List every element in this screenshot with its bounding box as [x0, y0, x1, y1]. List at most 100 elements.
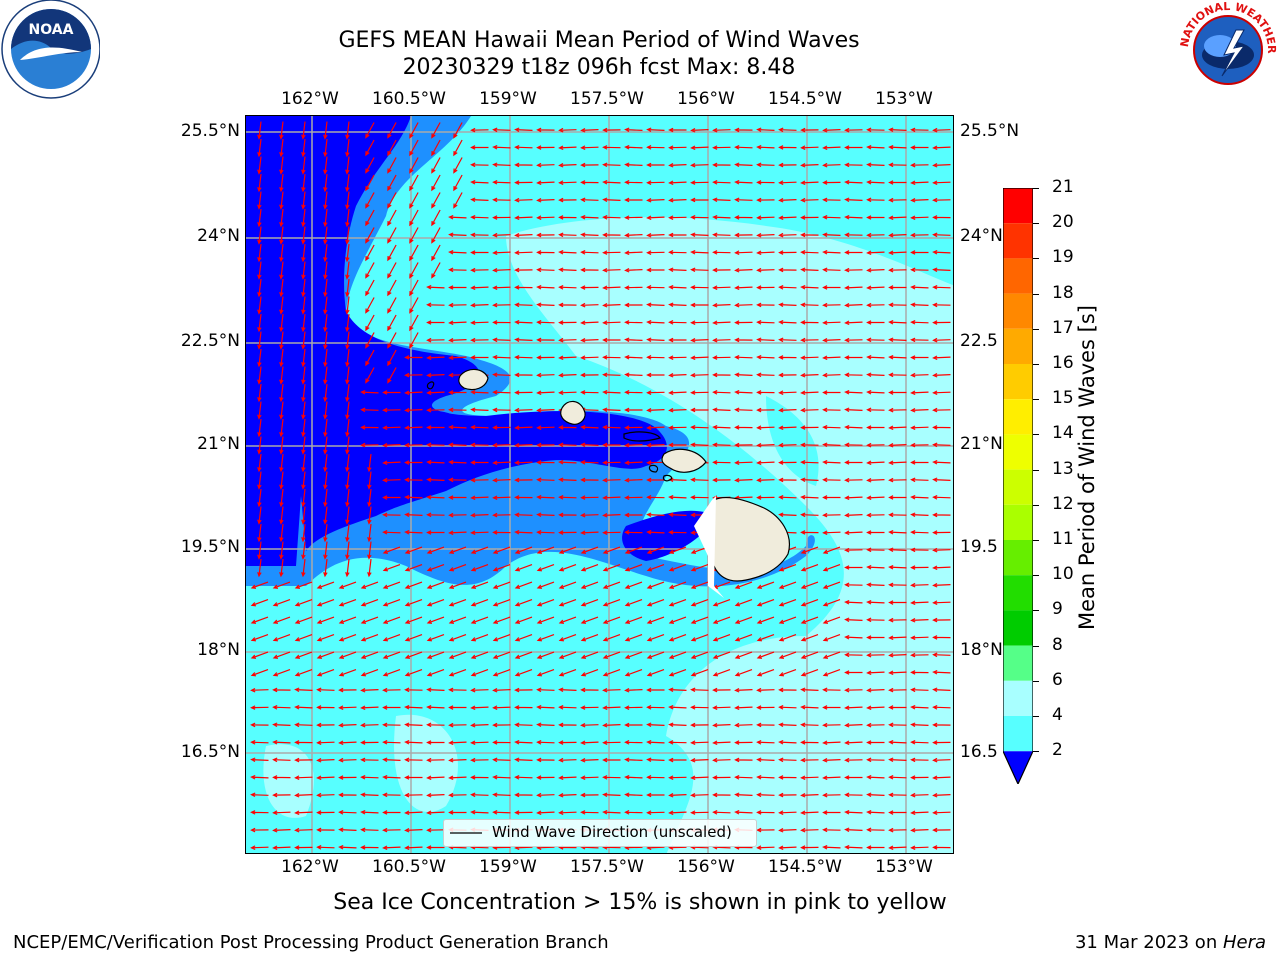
- wave-direction-arrow: [448, 687, 467, 693]
- wave-direction-arrow: [624, 232, 643, 238]
- wave-direction-arrow: [734, 442, 753, 448]
- wave-direction-arrow: [580, 599, 599, 607]
- wave-direction-arrow: [800, 581, 819, 589]
- wave-direction-arrow: [250, 845, 269, 850]
- wave-direction-arrow: [580, 390, 599, 395]
- wave-direction-arrow: [257, 559, 262, 578]
- wave-direction-arrow: [580, 180, 599, 185]
- wave-direction-arrow: [470, 127, 489, 133]
- wave-direction-arrow: [734, 407, 753, 413]
- wave-direction-arrow: [250, 774, 269, 780]
- lon-label-bottom: 153°W: [875, 857, 933, 877]
- wave-direction-arrow: [734, 581, 753, 589]
- wave-direction-arrow: [426, 687, 445, 693]
- wave-direction-arrow: [492, 792, 511, 798]
- wave-direction-arrow: [257, 436, 262, 455]
- wave-direction-arrow: [448, 546, 467, 554]
- wave-direction-arrow: [360, 809, 379, 815]
- wave-direction-arrow: [448, 250, 467, 255]
- wave-direction-arrow: [756, 144, 775, 150]
- wave-direction-arrow: [257, 139, 262, 158]
- wave-direction-arrow: [514, 775, 533, 780]
- wave-direction-arrow: [360, 669, 379, 677]
- wave-direction-arrow: [734, 337, 753, 343]
- wave-direction-arrow: [257, 349, 262, 368]
- wave-direction-arrow: [426, 845, 445, 850]
- wave-direction-arrow: [492, 634, 511, 642]
- wave-direction-arrow: [514, 407, 533, 413]
- wave-direction-arrow: [257, 331, 262, 350]
- lat-label-left: 16.5°N: [180, 742, 240, 762]
- wave-direction-arrow: [338, 669, 357, 677]
- wave-direction-arrow: [734, 425, 753, 430]
- wave-direction-arrow: [492, 197, 511, 203]
- wave-direction-arrow: [932, 635, 951, 640]
- wave-direction-arrow: [888, 827, 907, 833]
- wave-direction-arrow: [301, 366, 306, 385]
- wave-direction-arrow: [279, 506, 284, 525]
- wave-direction-arrow: [866, 635, 885, 640]
- wave-direction-arrow: [624, 302, 643, 308]
- wave-direction-arrow: [409, 332, 419, 349]
- wave-direction-arrow: [257, 471, 262, 490]
- wave-direction-arrow: [492, 390, 511, 395]
- wave-direction-arrow: [800, 687, 819, 693]
- wave-direction-arrow: [365, 192, 375, 209]
- wave-direction-arrow: [822, 337, 841, 343]
- wave-direction-arrow: [382, 530, 401, 535]
- wave-direction-arrow: [932, 197, 951, 203]
- chart-title-line2: 20230329 t18z 096h fcst Max: 8.48: [402, 55, 796, 80]
- wave-direction-arrow: [866, 530, 885, 535]
- wave-direction-arrow: [257, 506, 262, 525]
- wave-direction-arrow: [624, 810, 643, 815]
- wave-direction-arrow: [756, 722, 775, 728]
- wave-direction-arrow: [778, 687, 797, 693]
- wave-direction-arrow: [910, 617, 929, 623]
- wave-direction-arrow: [323, 454, 328, 473]
- wave-direction-arrow: [580, 302, 599, 308]
- wave-direction-arrow: [301, 156, 306, 175]
- wave-direction-arrow: [866, 127, 885, 133]
- wave-direction-arrow: [756, 651, 775, 659]
- wave-direction-arrow: [492, 669, 511, 677]
- colorbar-tick: [1033, 540, 1039, 541]
- wave-direction-arrow: [888, 565, 907, 570]
- wave-direction-arrow: [338, 581, 357, 589]
- wave-direction-arrow: [844, 355, 863, 360]
- wave-direction-arrow: [844, 617, 863, 623]
- colorbar-tick-label: 17: [1052, 317, 1074, 338]
- wave-direction-arrow: [624, 774, 643, 780]
- wave-direction-arrow: [580, 127, 599, 133]
- island-lanai: [648, 464, 659, 473]
- colorbar-tick: [1033, 399, 1039, 401]
- wave-direction-arrow: [409, 244, 419, 262]
- wave-direction-arrow: [558, 740, 577, 745]
- wave-direction-arrow: [866, 162, 885, 168]
- wave-direction-arrow: [646, 529, 665, 535]
- wave-direction-arrow: [910, 512, 929, 518]
- wave-direction-arrow: [690, 792, 709, 798]
- wave-direction-arrow: [294, 827, 313, 833]
- wave-direction-arrow: [888, 792, 907, 798]
- wave-direction-arrow: [734, 127, 753, 133]
- wave-direction-arrow: [932, 127, 951, 133]
- wave-direction-arrow: [558, 180, 577, 185]
- wave-direction-arrow: [492, 774, 511, 780]
- wave-direction-arrow: [888, 845, 907, 851]
- wave-direction-arrow: [866, 774, 885, 780]
- wave-direction-arrow: [844, 232, 863, 238]
- wave-direction-arrow: [338, 757, 357, 763]
- wave-direction-arrow: [756, 669, 775, 677]
- wave-direction-arrow: [448, 792, 467, 798]
- wave-direction-arrow: [382, 669, 401, 677]
- wave-direction-arrow: [844, 214, 863, 220]
- wave-direction-arrow: [866, 372, 885, 378]
- lon-label-bottom: 162°W: [281, 857, 339, 877]
- wave-direction-arrow: [910, 180, 929, 186]
- wave-direction-arrow: [888, 372, 907, 378]
- wave-direction-arrow: [448, 442, 467, 448]
- colorbar-tick-label: 4: [1052, 705, 1063, 725]
- wave-direction-arrow: [800, 215, 819, 220]
- wave-direction-arrow: [668, 616, 687, 624]
- wave-direction-arrow: [338, 722, 357, 728]
